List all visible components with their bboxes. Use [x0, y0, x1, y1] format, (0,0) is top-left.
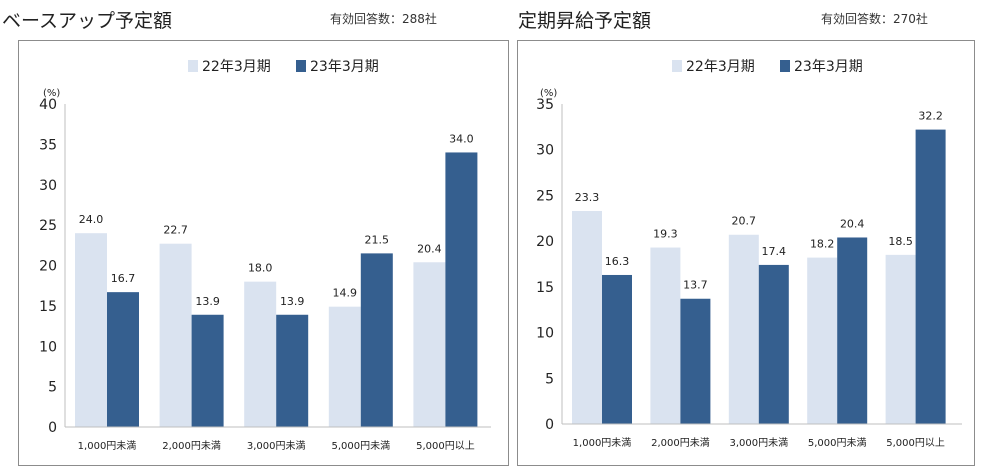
y-tick-label: 20 — [536, 234, 554, 250]
data-label: 19.3 — [653, 228, 678, 241]
x-category-label: 5,000円未満 — [331, 440, 390, 452]
x-category-label: 2,000円未満 — [651, 437, 710, 449]
y-tick-label: 5 — [545, 371, 554, 387]
x-category-label: 5,000円以上 — [886, 437, 945, 449]
data-label: 21.5 — [365, 233, 390, 246]
data-label: 20.7 — [732, 215, 757, 228]
bar — [159, 243, 192, 427]
bar-chart-base-up: 22年3月期 23年3月期 (%) 0 5 10 15 20 25 30 35 40 24.0 16.7 1… — [39, 59, 491, 452]
bar — [885, 254, 916, 424]
y-axis-unit: (%) — [43, 88, 60, 99]
y-tick-label: 30 — [536, 143, 554, 159]
bar — [915, 129, 946, 424]
y-tick-label: 10 — [39, 339, 57, 355]
x-category-label: 3,000円未満 — [729, 437, 788, 449]
bar — [807, 257, 838, 424]
bar — [728, 234, 759, 424]
panel-header-right: 定期昇給予定額 有効回答数：270社 — [515, 0, 989, 36]
x-category-label: 5,000円未満 — [808, 437, 867, 449]
data-label: 22.7 — [163, 224, 188, 237]
legend-swatch — [296, 60, 306, 72]
bar — [276, 314, 309, 427]
panel-title: 定期昇給予定額 — [518, 10, 652, 32]
bar — [360, 253, 393, 427]
bar — [244, 281, 277, 427]
bar — [107, 292, 139, 427]
y-tick-label: 20 — [39, 259, 57, 275]
bar — [680, 298, 711, 424]
bar-chart-regular-raise: 22年3月期 23年3月期 (%) 0 5 10 15 20 25 30 35 23.3 16.3 1,0… — [536, 59, 962, 449]
chart-right: 22年3月期 23年3月期 (%) 0 5 10 15 20 25 30 35 23.3 16.3 1,0… — [517, 40, 975, 466]
data-label: 20.4 — [417, 242, 442, 255]
panel-title: ベースアップ予定額 — [2, 10, 173, 32]
legend-swatch — [188, 60, 198, 72]
legend-label: 22年3月期 — [686, 59, 755, 75]
y-tick-label: 25 — [39, 218, 57, 234]
bar — [758, 264, 789, 424]
y-tick-label: 10 — [536, 326, 554, 342]
chart-left: 22年3月期 23年3月期 (%) 0 5 10 15 20 25 30 35 40 24.0 16.7 1… — [18, 40, 509, 466]
data-label: 18.0 — [248, 262, 273, 275]
y-tick-label: 35 — [39, 137, 57, 153]
y-tick-label: 5 — [48, 380, 57, 396]
legend-label: 23年3月期 — [310, 59, 379, 75]
y-tick-label: 40 — [39, 97, 57, 113]
data-label: 18.2 — [810, 238, 835, 251]
bar — [413, 262, 446, 427]
y-tick-label: 0 — [48, 420, 57, 436]
bar — [445, 152, 478, 427]
y-tick-label: 30 — [39, 178, 57, 194]
data-label: 20.4 — [840, 217, 865, 230]
y-tick-label: 35 — [536, 97, 554, 113]
x-category-label: 1,000円未満 — [78, 440, 137, 452]
y-tick-label: 15 — [536, 280, 554, 296]
panel-header-left: ベースアップ予定額 有効回答数：288社 — [0, 0, 500, 36]
data-label: 34.0 — [449, 132, 474, 145]
y-axis-unit: (%) — [540, 88, 557, 99]
legend-label: 22年3月期 — [202, 59, 271, 75]
bar — [650, 247, 681, 424]
x-category-label: 3,000円未満 — [247, 440, 306, 452]
data-label: 13.7 — [683, 279, 708, 292]
bar — [837, 237, 868, 424]
data-label: 13.9 — [195, 295, 220, 308]
data-label: 16.7 — [111, 272, 136, 285]
y-tick-label: 0 — [545, 417, 554, 433]
data-label: 32.2 — [918, 110, 943, 123]
data-label: 17.4 — [762, 245, 787, 258]
bar — [328, 306, 361, 427]
data-label: 16.3 — [605, 255, 630, 268]
response-count: 有効回答数：288社 — [330, 12, 437, 26]
bar — [75, 233, 107, 427]
x-category-label: 1,000円未満 — [573, 437, 632, 449]
data-label: 13.9 — [280, 295, 305, 308]
data-label: 14.9 — [333, 287, 358, 300]
x-category-label: 5,000円以上 — [416, 440, 475, 452]
response-count: 有効回答数：270社 — [821, 12, 928, 26]
y-tick-label: 25 — [536, 188, 554, 204]
data-label: 24.0 — [79, 213, 104, 226]
bar — [602, 274, 632, 424]
legend-label: 23年3月期 — [794, 59, 863, 75]
legend-swatch — [780, 60, 790, 72]
bar — [191, 314, 224, 427]
x-category-label: 2,000円未満 — [162, 440, 221, 452]
legend-swatch — [672, 60, 682, 72]
data-label: 23.3 — [575, 191, 600, 204]
data-label: 18.5 — [888, 235, 913, 248]
bar — [572, 210, 602, 424]
y-tick-label: 15 — [39, 299, 57, 315]
